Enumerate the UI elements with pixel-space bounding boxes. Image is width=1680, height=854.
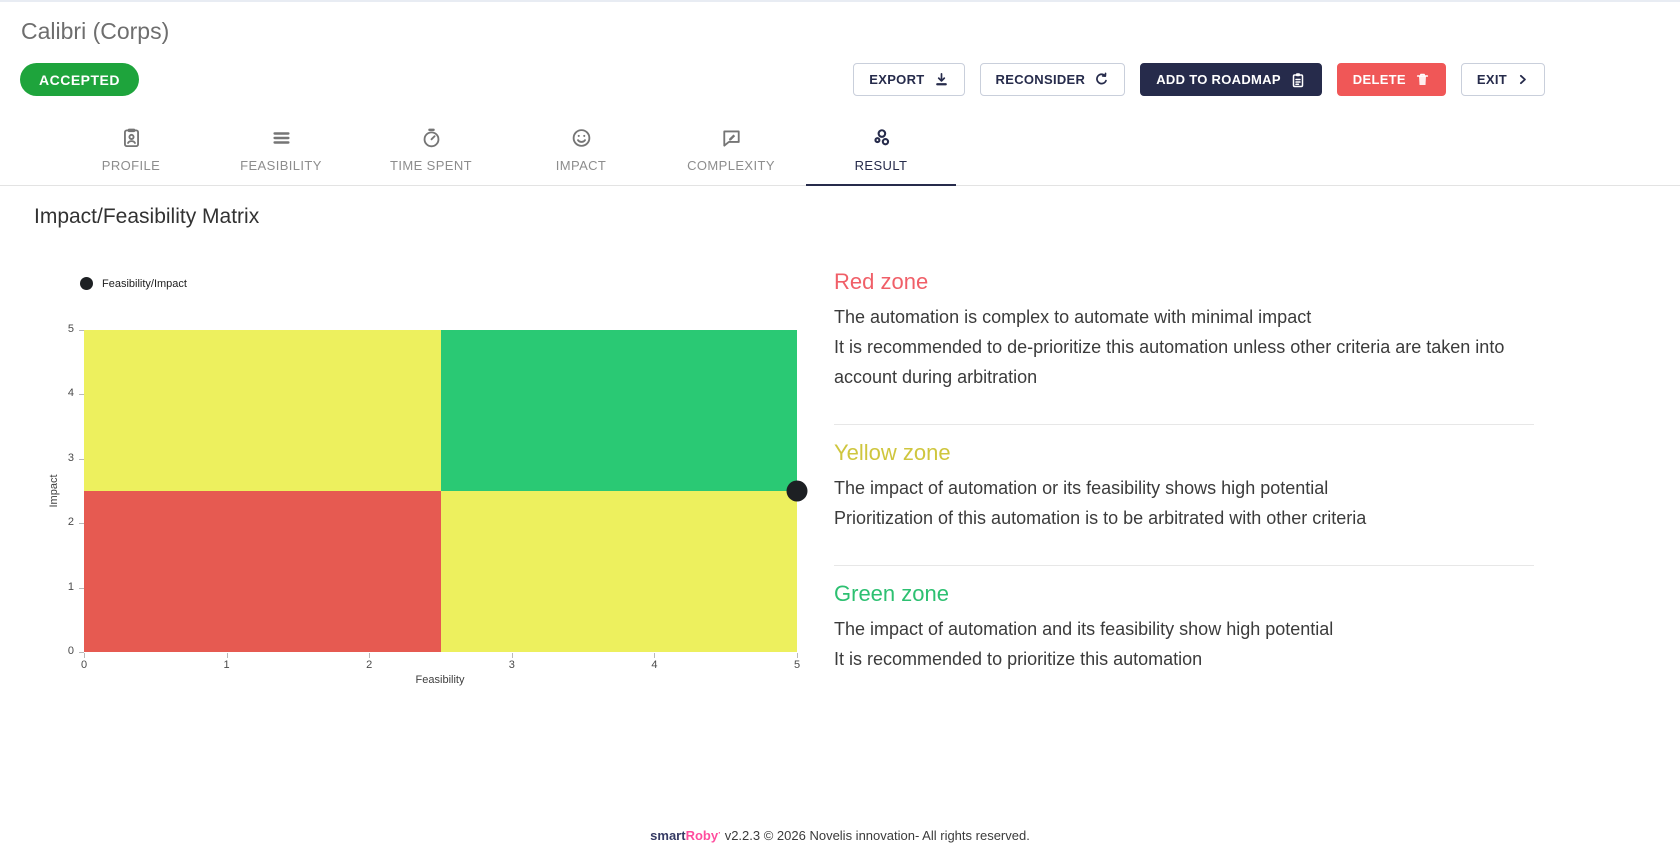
tab-feasibility[interactable]: FEASIBILITY	[206, 116, 356, 186]
x-tick-mark	[797, 653, 798, 658]
tab-time-spent-label: TIME SPENT	[389, 158, 472, 173]
brand-roby: Roby	[685, 828, 719, 843]
yellow-zone-line-1: The impact of automation or its feasibil…	[834, 478, 1329, 498]
yellow-zone-section: Yellow zone The impact of automation or …	[834, 424, 1534, 565]
zone-descriptions: Red zone The automation is complex to au…	[834, 254, 1534, 706]
quadrant-yellow-top-left	[84, 330, 441, 491]
tab-bar: PROFILE FEASIBILITY TIME SPENT	[0, 116, 1680, 186]
green-zone-line-1: The impact of automation and its feasibi…	[834, 619, 1334, 639]
quadrant-red-bottom-left	[84, 491, 441, 652]
x-tick-mark	[654, 653, 656, 658]
export-button[interactable]: EXPORT	[853, 63, 965, 96]
download-icon	[934, 72, 949, 87]
y-tick-mark	[79, 587, 84, 589]
y-tick-mark	[79, 330, 84, 331]
page-title: Calibri (Corps)	[21, 18, 170, 44]
y-tick-mark	[79, 523, 84, 525]
tab-complexity-label: COMPLEXITY	[687, 158, 775, 173]
exit-button-label: EXIT	[1476, 72, 1507, 87]
tab-result-label: RESULT	[854, 158, 908, 173]
add-to-roadmap-button[interactable]: ADD TO ROADMAP	[1140, 63, 1322, 96]
x-axis-title: Feasibility	[415, 674, 465, 686]
status-badge: ACCEPTED	[20, 63, 140, 96]
yellow-zone-line-2: Prioritization of this automation is to …	[834, 508, 1367, 528]
x-tick-label: 1	[223, 659, 230, 671]
y-tick-label: 4	[67, 387, 74, 400]
delete-button[interactable]: DELETE	[1336, 63, 1446, 96]
x-tick-mark	[369, 653, 371, 658]
footer: smartRoby· v2.2.3 © 2026 Novelis innovat…	[0, 828, 1680, 843]
tab-profile[interactable]: PROFILE	[56, 116, 206, 186]
green-zone-line-2: It is recommended to prioritize this aut…	[834, 649, 1203, 669]
list-icon	[271, 127, 292, 149]
chart-legend: Feasibility/Impact	[80, 277, 187, 290]
tab-result[interactable]: RESULT	[806, 116, 956, 186]
y-tick-mark	[79, 394, 84, 396]
y-tick-mark	[79, 458, 84, 460]
legend-dot-icon	[80, 277, 93, 290]
x-tick-mark	[226, 653, 228, 658]
y-tick-label: 5	[67, 323, 74, 335]
chevron-right-icon	[1516, 73, 1529, 86]
red-zone-title: Red zone	[834, 269, 929, 294]
y-axis-title: Impact	[48, 474, 60, 508]
stopwatch-icon	[421, 127, 442, 149]
brand-trademark-dot: ·	[718, 828, 722, 838]
x-tick-label: 5	[793, 659, 801, 671]
x-tick-label: 4	[651, 659, 658, 671]
y-tick-mark	[79, 652, 84, 653]
section-title: Impact/Feasibility Matrix	[34, 205, 260, 228]
x-tick-mark	[84, 653, 85, 658]
reconsider-button-label: RECONSIDER	[995, 72, 1086, 87]
yellow-zone-title: Yellow zone	[834, 440, 951, 465]
y-tick-label: 0	[67, 645, 74, 657]
delete-button-label: DELETE	[1352, 72, 1406, 87]
clipboard-icon	[1290, 72, 1306, 88]
x-tick-mark	[511, 653, 513, 658]
brand-smart: smart	[650, 828, 686, 843]
x-tick-label: 3	[508, 659, 515, 671]
tab-feasibility-label: FEASIBILITY	[240, 158, 322, 173]
trash-icon	[1415, 72, 1430, 87]
tab-time-spent[interactable]: TIME SPENT	[356, 116, 506, 186]
reconsider-button[interactable]: RECONSIDER	[979, 63, 1126, 96]
tab-impact-label: IMPACT	[555, 158, 607, 173]
green-zone-title: Green zone	[834, 581, 949, 606]
bubble-chart-icon	[871, 127, 892, 149]
impact-feasibility-chart: Feasibility/Impact Impact Feasibility 0 1…	[40, 270, 830, 700]
tab-impact[interactable]: IMPACT	[506, 116, 656, 186]
tab-complexity[interactable]: COMPLEXITY	[656, 116, 806, 186]
footer-text: v2.2.3 © 2026 Novelis innovation- All ri…	[724, 828, 1030, 843]
action-toolbar: EXPORT RECONSIDER ADD TO ROADMAP	[0, 63, 1545, 96]
data-point[interactable]	[786, 480, 808, 502]
id-badge-icon	[121, 127, 142, 149]
x-tick-label: 0	[80, 659, 88, 671]
smiley-icon	[571, 127, 592, 149]
quadrant-yellow-bottom-right	[440, 491, 797, 652]
export-button-label: EXPORT	[869, 72, 925, 87]
y-tick-label: 2	[67, 516, 74, 529]
chart-plot-area	[84, 330, 808, 652]
y-tick-label: 3	[67, 451, 74, 464]
red-zone-line-2: It is recommended to de-prioritize this …	[834, 337, 1505, 387]
exit-button[interactable]: EXIT	[1460, 63, 1545, 96]
feedback-bubble-icon	[721, 127, 742, 149]
legend-label: Feasibility/Impact	[102, 277, 187, 290]
red-zone-section: Red zone The automation is complex to au…	[834, 254, 1534, 424]
tab-profile-label: PROFILE	[101, 158, 161, 173]
quadrant-green-top-right	[440, 330, 797, 491]
y-tick-label: 1	[67, 580, 74, 593]
green-zone-section: Green zone The impact of automation and …	[834, 565, 1534, 706]
x-tick-label: 2	[366, 659, 373, 671]
red-zone-line-1: The automation is complex to automate wi…	[834, 307, 1312, 327]
add-to-roadmap-button-label: ADD TO ROADMAP	[1156, 72, 1281, 87]
undo-rotate-icon	[1094, 72, 1109, 87]
